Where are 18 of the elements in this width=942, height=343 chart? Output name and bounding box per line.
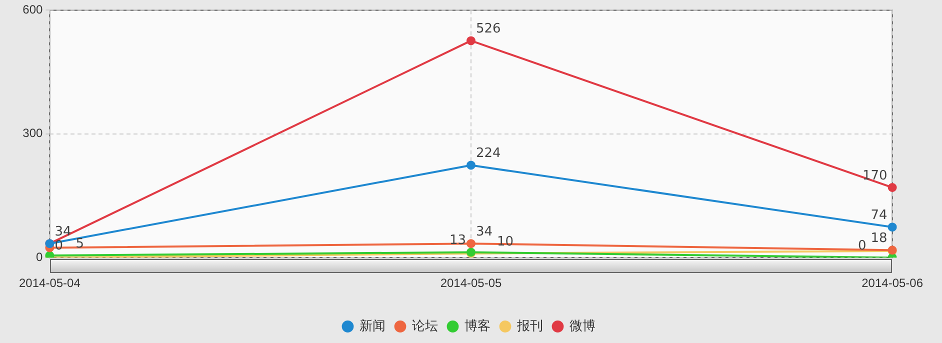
data-label: 170: [862, 168, 888, 184]
data-label: 34: [54, 224, 72, 240]
x-tick-label: 2014-05-05: [440, 276, 502, 290]
data-label: 224: [476, 146, 501, 162]
y-tick-label: 300: [22, 126, 44, 140]
y-tick-label: 600: [22, 2, 44, 17]
y-tick-label: 0: [36, 250, 44, 264]
x-tick-label: 2014-05-06: [862, 276, 924, 290]
legend-label: 新闻: [359, 318, 386, 334]
data-label: 526: [476, 22, 501, 37]
legend-label: 论坛: [412, 318, 438, 334]
data-label: 74: [870, 208, 888, 223]
data-label: 34: [476, 224, 493, 240]
legend-label: 博客: [464, 318, 490, 334]
x-tick-label: 2014-05-04: [18, 276, 81, 290]
legend-label: 报刊: [516, 318, 543, 334]
data-label: 18: [870, 231, 888, 246]
legend-label: 微博: [569, 318, 596, 334]
